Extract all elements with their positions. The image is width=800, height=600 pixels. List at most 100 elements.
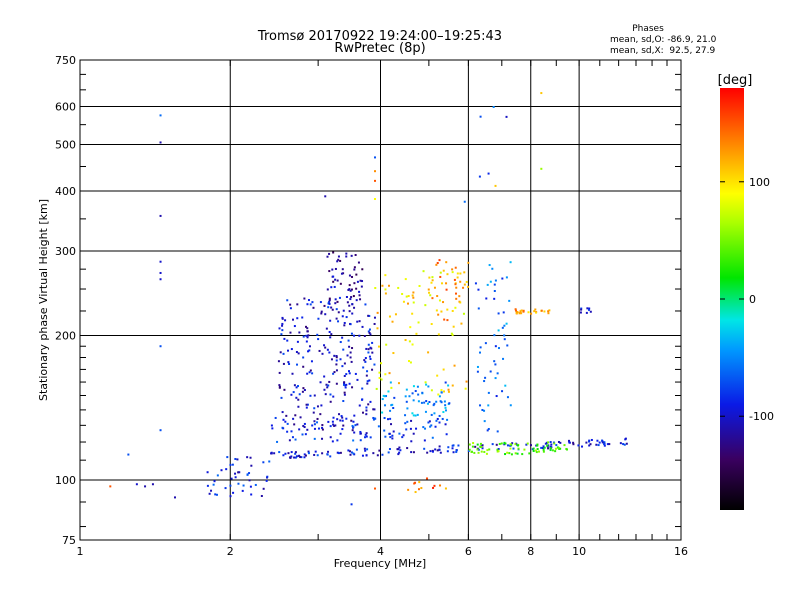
data-point [331, 420, 334, 423]
data-point [372, 418, 375, 421]
data-point [414, 390, 417, 393]
data-point [559, 441, 562, 444]
colorbar-ticks: 100 0 -100 [720, 176, 774, 423]
data-point [328, 270, 331, 273]
data-point [367, 348, 370, 351]
data-point [159, 214, 162, 217]
data-point [236, 458, 239, 461]
data-point [330, 333, 333, 336]
data-point [439, 400, 442, 403]
data-point [336, 451, 339, 454]
data-point [351, 424, 354, 427]
data-point [547, 312, 550, 315]
data-point [502, 311, 505, 314]
data-point [383, 429, 386, 432]
data-point [547, 310, 550, 313]
data-point [353, 334, 356, 337]
data-point [384, 288, 387, 291]
data-point [485, 452, 488, 455]
data-point [296, 340, 299, 343]
data-point [585, 311, 588, 314]
data-point [408, 395, 411, 398]
data-point [619, 442, 622, 445]
data-point [505, 276, 508, 279]
data-point [331, 268, 334, 271]
data-point [312, 306, 315, 309]
data-point [350, 288, 353, 291]
data-point [338, 296, 341, 299]
data-point [343, 383, 346, 386]
data-point [305, 406, 308, 409]
data-point [423, 401, 426, 404]
data-point [385, 343, 388, 346]
data-point [242, 484, 245, 487]
data-point [408, 340, 411, 343]
data-point [284, 319, 287, 322]
data-point [580, 307, 583, 310]
data-point [557, 440, 560, 443]
data-point [335, 369, 338, 372]
data-point [378, 449, 381, 452]
data-point [477, 451, 480, 454]
data-point [501, 326, 504, 329]
data-point [238, 471, 241, 474]
data-point [298, 393, 301, 396]
data-point [333, 371, 336, 374]
data-point [332, 275, 335, 278]
data-point [432, 404, 435, 407]
data-point [441, 282, 444, 285]
data-point [435, 400, 438, 403]
data-point [371, 341, 374, 344]
data-point [481, 444, 484, 447]
data-point [495, 395, 498, 398]
data-point [329, 436, 332, 439]
data-point [430, 323, 433, 326]
data-point [530, 312, 533, 315]
data-point [351, 303, 354, 306]
data-point [339, 432, 342, 435]
data-point [293, 423, 296, 426]
data-point [329, 336, 332, 339]
data-point [282, 418, 285, 421]
data-point [326, 453, 329, 456]
data-point [497, 312, 500, 315]
data-point [372, 452, 375, 455]
data-point [540, 446, 543, 449]
data-point [572, 443, 575, 446]
data-point [489, 370, 492, 373]
data-point [151, 483, 154, 486]
data-point [474, 282, 477, 285]
data-point [394, 313, 397, 316]
data-point [359, 430, 362, 433]
data-point [326, 255, 329, 258]
data-point [438, 421, 441, 424]
data-point [351, 347, 354, 350]
data-point [335, 363, 338, 366]
data-point [237, 482, 240, 485]
data-point [598, 441, 601, 444]
data-point [384, 274, 387, 277]
data-point [471, 445, 474, 448]
data-point [438, 414, 441, 417]
data-point [427, 385, 430, 388]
data-point [323, 388, 326, 391]
data-point [359, 298, 362, 301]
data-point [496, 448, 499, 451]
data-point [282, 454, 285, 457]
data-point [331, 440, 334, 443]
data-point [348, 450, 351, 453]
data-point [301, 390, 304, 393]
data-point [407, 295, 410, 298]
data-point [446, 450, 449, 453]
data-point [505, 322, 508, 325]
data-point [534, 308, 537, 311]
data-point [305, 340, 308, 343]
data-point [425, 383, 428, 386]
data-point [483, 450, 486, 453]
data-point [516, 444, 519, 447]
data-point [459, 272, 462, 275]
data-point [358, 404, 361, 407]
data-point [483, 380, 486, 383]
data-point [362, 366, 365, 369]
data-point [472, 442, 475, 445]
